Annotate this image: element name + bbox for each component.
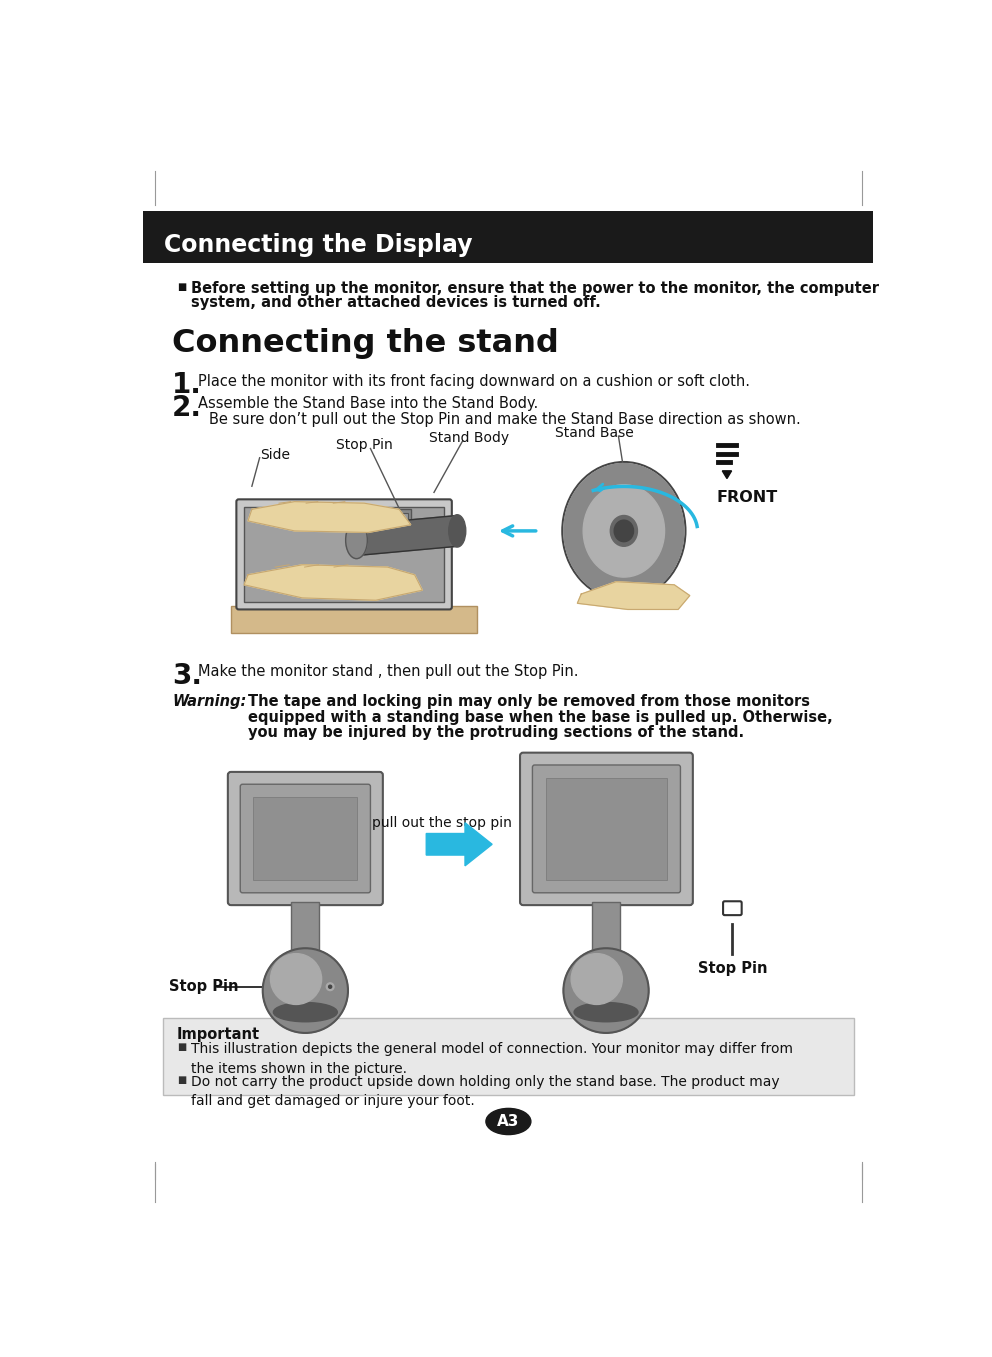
- Polygon shape: [244, 565, 423, 600]
- Circle shape: [563, 949, 649, 1033]
- Circle shape: [323, 980, 337, 993]
- Bar: [231, 605, 476, 632]
- Text: 1.: 1.: [172, 370, 202, 399]
- FancyBboxPatch shape: [520, 753, 692, 905]
- FancyBboxPatch shape: [546, 778, 668, 879]
- Text: Connecting the Display: Connecting the Display: [165, 233, 473, 258]
- Circle shape: [328, 985, 331, 988]
- Text: Before setting up the monitor, ensure that the power to the monitor, the compute: Before setting up the monitor, ensure th…: [190, 281, 879, 296]
- Polygon shape: [577, 582, 689, 609]
- Polygon shape: [356, 516, 457, 555]
- Text: Stop Pin: Stop Pin: [336, 438, 393, 452]
- Polygon shape: [427, 822, 492, 866]
- Circle shape: [571, 954, 622, 1004]
- Text: 3.: 3.: [172, 662, 202, 689]
- Text: Assemble the Stand Base into the Stand Body.: Assemble the Stand Base into the Stand B…: [197, 396, 538, 411]
- Circle shape: [263, 949, 348, 1033]
- Bar: [364, 509, 411, 548]
- Text: 2.: 2.: [172, 394, 202, 422]
- Polygon shape: [722, 471, 732, 479]
- Ellipse shape: [574, 1003, 638, 1022]
- Ellipse shape: [583, 484, 665, 577]
- Text: Stand Base: Stand Base: [556, 426, 634, 440]
- FancyBboxPatch shape: [236, 499, 451, 609]
- Text: Make the monitor stand , then pull out the Stop Pin.: Make the monitor stand , then pull out t…: [197, 664, 578, 678]
- Text: Stand Body: Stand Body: [429, 430, 509, 445]
- Text: Stop Pin: Stop Pin: [169, 980, 238, 995]
- Text: Do not carry the product upside down holding only the stand base. The product ma: Do not carry the product upside down hol…: [190, 1075, 780, 1109]
- FancyBboxPatch shape: [253, 798, 357, 879]
- Text: system, and other attached devices is turned off.: system, and other attached devices is tu…: [190, 296, 600, 311]
- Text: pull out the stop pin: pull out the stop pin: [372, 816, 512, 829]
- Text: The tape and locking pin may only be removed from those monitors: The tape and locking pin may only be rem…: [248, 695, 810, 710]
- Text: Warning:: Warning:: [172, 695, 246, 710]
- Ellipse shape: [448, 514, 466, 547]
- FancyBboxPatch shape: [533, 765, 681, 893]
- Ellipse shape: [610, 516, 638, 547]
- Text: Side: Side: [260, 448, 290, 461]
- Bar: [592, 902, 620, 976]
- FancyBboxPatch shape: [240, 784, 370, 893]
- Bar: [163, 1018, 854, 1095]
- Text: equipped with a standing base when the base is pulled up. Otherwise,: equipped with a standing base when the b…: [248, 710, 832, 725]
- Text: you may be injured by the protruding sections of the stand.: you may be injured by the protruding sec…: [248, 725, 744, 740]
- Text: FRONT: FRONT: [716, 490, 778, 505]
- Ellipse shape: [274, 1003, 337, 1022]
- Text: ■: ■: [177, 1075, 186, 1084]
- Text: A3: A3: [497, 1114, 520, 1129]
- FancyBboxPatch shape: [723, 901, 742, 915]
- Bar: [144, 210, 873, 263]
- Ellipse shape: [345, 521, 367, 559]
- Text: Connecting the stand: Connecting the stand: [172, 328, 558, 360]
- Text: Be sure don’t pull out the Stop Pin and make the Stand Base direction as shown.: Be sure don’t pull out the Stop Pin and …: [209, 411, 801, 426]
- Circle shape: [271, 954, 321, 1004]
- Text: ■: ■: [177, 1042, 186, 1052]
- FancyBboxPatch shape: [228, 772, 383, 905]
- Bar: [292, 902, 319, 976]
- Polygon shape: [248, 502, 411, 532]
- Text: This illustration depicts the general model of connection. Your monitor may diff: This illustration depicts the general mo…: [190, 1042, 793, 1076]
- Ellipse shape: [614, 520, 634, 541]
- FancyBboxPatch shape: [244, 508, 444, 601]
- Ellipse shape: [486, 1109, 531, 1134]
- Text: Place the monitor with its front facing downward on a cushion or soft cloth.: Place the monitor with its front facing …: [197, 373, 750, 389]
- Circle shape: [326, 982, 334, 991]
- Ellipse shape: [563, 464, 683, 598]
- Text: ■: ■: [177, 282, 186, 292]
- Text: Important: Important: [177, 1027, 260, 1042]
- Text: Stop Pin: Stop Pin: [697, 961, 767, 976]
- Bar: [397, 513, 409, 520]
